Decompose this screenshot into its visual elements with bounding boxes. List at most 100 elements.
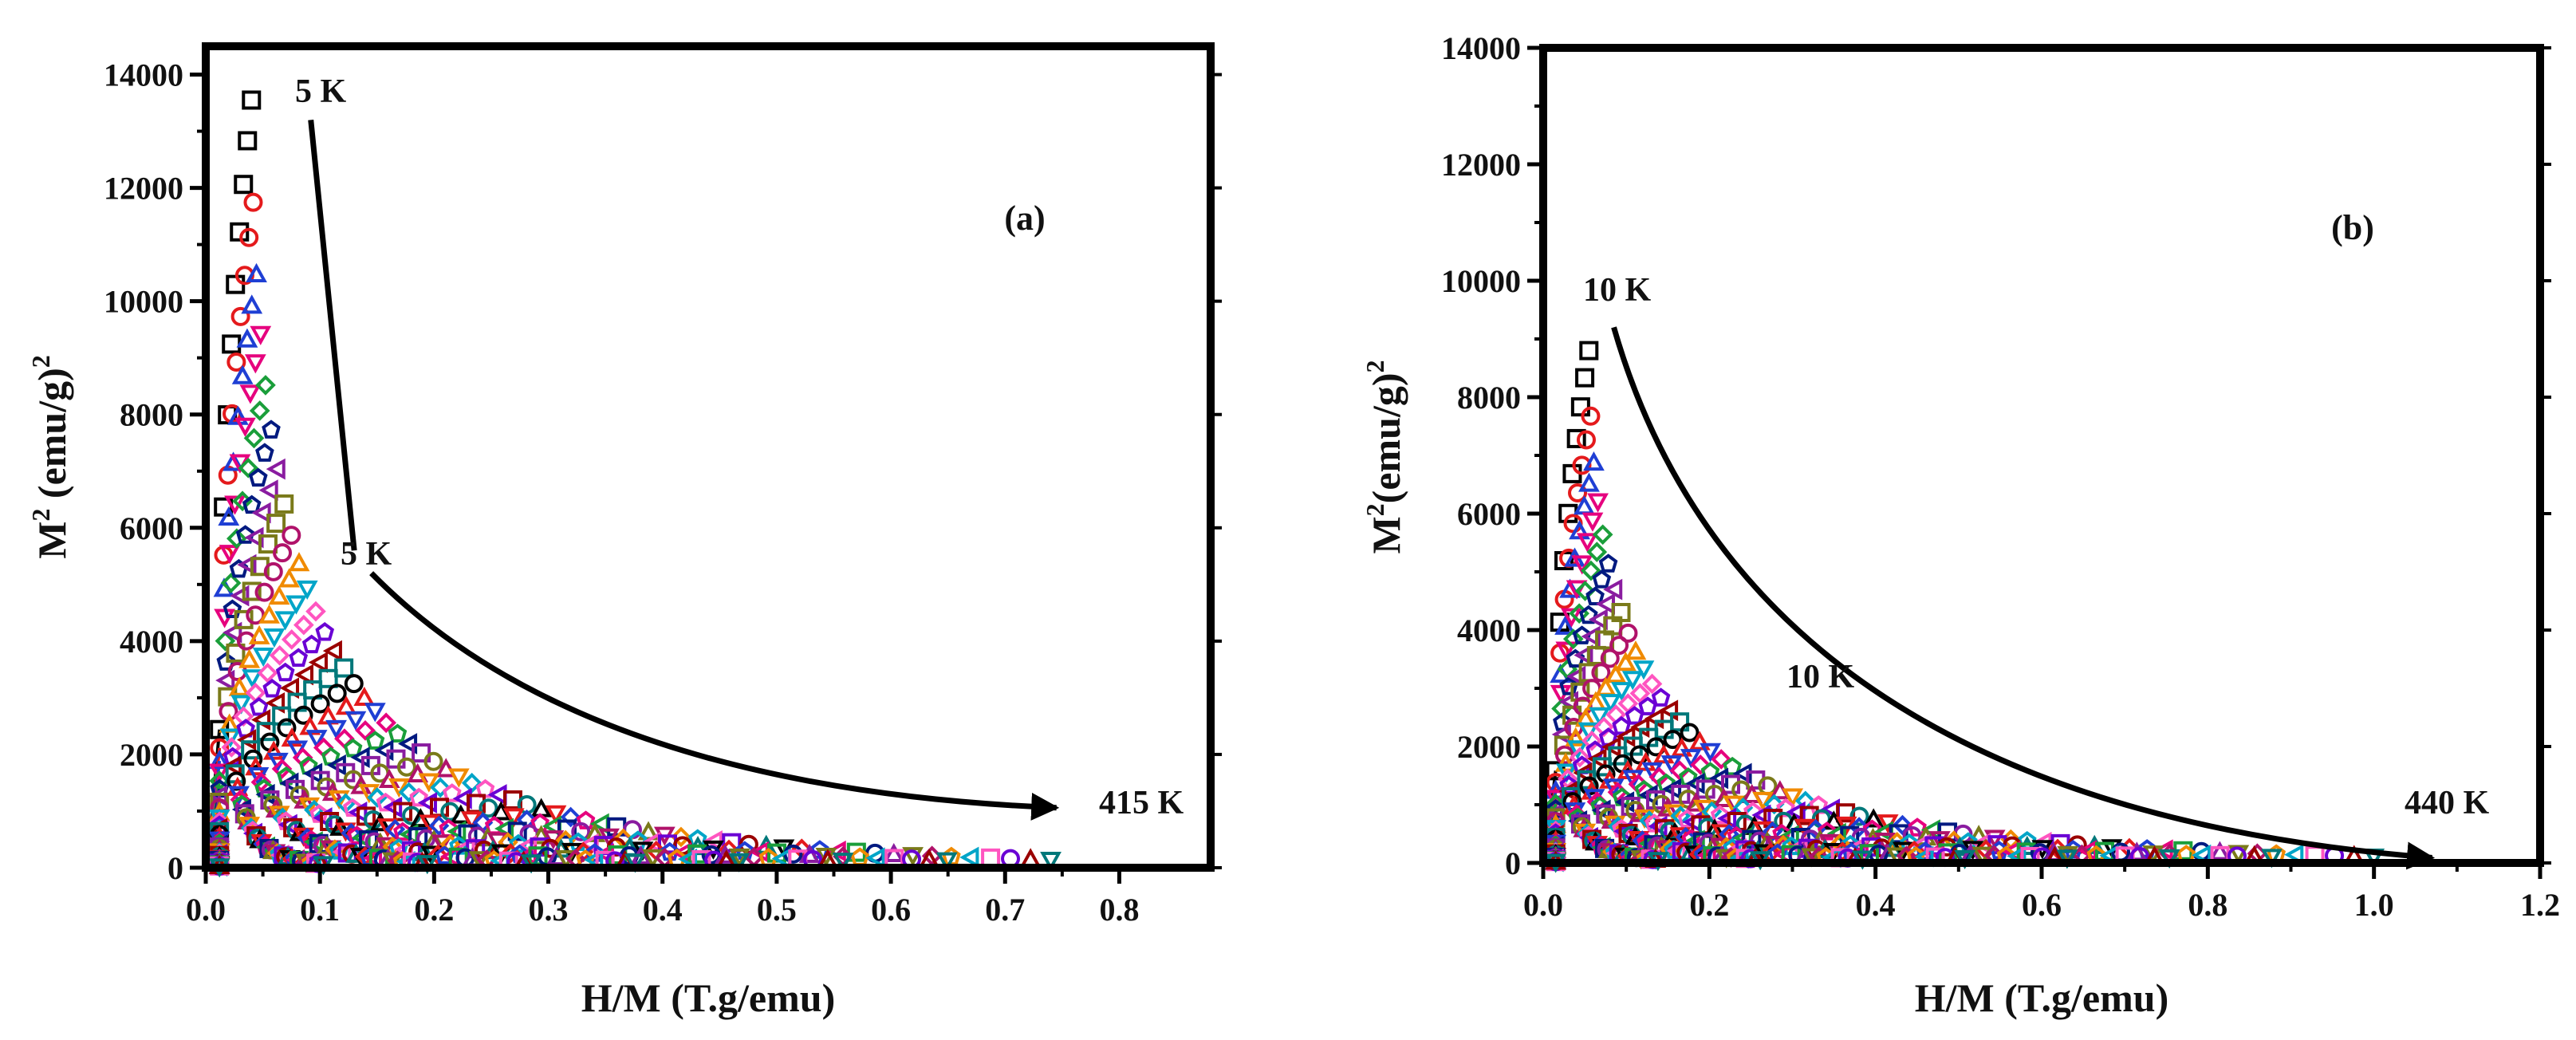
panel-a-start-label-top: 5 K — [295, 73, 347, 110]
panel-a-isotherm-16-point — [277, 718, 297, 738]
panel-b-markers — [1544, 341, 2385, 873]
panel-b-y-axis-sup: 2 — [1361, 503, 1389, 516]
panel-a-isotherm-34-point — [576, 810, 596, 829]
panel-a-isotherm-12-point — [269, 644, 290, 666]
panel-a-isotherm-57-point — [981, 848, 1001, 868]
panel-a-x-tick-label: 0.5 — [757, 892, 797, 928]
panel-a-isotherm-3-point — [246, 262, 267, 283]
panel-a-isotherm-20-point — [388, 723, 408, 743]
panel-b-y-axis-quantity: M — [1364, 516, 1408, 553]
panel-b-isotherm-31-point — [1862, 808, 1885, 828]
panel-a-y-tick-label: 12000 — [104, 171, 183, 207]
panel-b-x-tick-label: 0.4 — [1856, 887, 1896, 923]
panel-a-isotherm-11-point — [230, 695, 253, 715]
panel-a-isotherm-10-point — [238, 648, 261, 668]
panel-a-isotherm-38-point — [530, 825, 552, 845]
panel-a-isotherm-37-point — [571, 821, 591, 841]
panel-a-isotherm-4-point — [244, 354, 266, 374]
panel-a-isotherm-13-point — [301, 634, 321, 654]
panel-b-isotherm-7-point — [1603, 578, 1623, 601]
panel-a-isotherm-11-point — [286, 595, 307, 615]
panel-a-isotherm-9-point — [282, 526, 301, 546]
panel-b-isotherm-4-point — [1571, 555, 1593, 575]
panel-b-y-tick-label: 14000 — [1441, 30, 1521, 66]
panel-b-y-axis-sup2: 2 — [1361, 360, 1389, 372]
panel-b-isotherm-30-point — [1849, 806, 1869, 826]
panel-a-isotherm-32-point — [502, 808, 525, 828]
panel-b-isotherm-5-point — [1586, 542, 1608, 562]
panel-b-label: (b) — [2331, 208, 2374, 247]
panel-a-isotherm-13-point — [262, 679, 282, 698]
panel-b-isotherm-1-point — [1566, 428, 1586, 448]
panel-a-isotherm-13-point — [289, 648, 309, 667]
panel-a-y-axis-title: M2 (emu/g)2 — [26, 355, 74, 559]
panel-a-isotherm-31-point — [329, 816, 351, 836]
panel-b-isotherm-10-point — [1625, 640, 1647, 660]
panel-a-isotherm-1-point — [242, 90, 262, 110]
panel-a-isotherm-56-point — [959, 846, 979, 869]
panel-a: 0.0 0.1 0.2 0.3 0.4 0.5 0.6 0.7 0.8 0 2000 4000 600… — [26, 42, 1222, 1020]
panel-a-x-axis-title: H/M (T.g/emu) — [581, 975, 835, 1020]
panel-b-isotherm-34-point — [1862, 819, 1882, 839]
panel-a-isotherm-14-point — [308, 652, 328, 673]
panel-a-isotherm-33-point — [560, 806, 581, 828]
panel-a-isotherm-12-point — [281, 629, 302, 650]
panel-b-isotherm-11-point — [1621, 671, 1644, 691]
panel-a-x-tick-label: 0.1 — [300, 892, 340, 928]
panel-a-y-tick-label: 14000 — [104, 57, 183, 93]
panel-a-isotherm-14-point — [237, 729, 257, 750]
panel-b-x-tick-label: 0.8 — [2188, 887, 2227, 923]
panel-a-isotherm-12-point — [233, 706, 254, 727]
panel-a-isotherm-15-point — [318, 668, 338, 688]
panel-b-isotherm-7-point — [1574, 644, 1593, 666]
panel-a-isotherm-7-point — [215, 669, 235, 691]
panel-a-isotherm-1-point — [222, 334, 242, 354]
panel-b-isotherm-19-point — [1669, 760, 1691, 782]
panel-b-y-axis-title: M2(emu/g)2 — [1361, 360, 1408, 553]
panel-a-isotherm-3-point — [241, 294, 263, 314]
panel-a-isotherm-7-point — [223, 621, 242, 644]
panel-b-isotherm-60-point — [2056, 849, 2078, 869]
panel-a-isotherm-11-point — [219, 728, 242, 748]
panel-a-isotherm-60-point — [624, 853, 646, 873]
panel-b-isotherm-19-point — [1711, 749, 1731, 770]
panel-b-isotherm-2-point — [1568, 483, 1588, 503]
panel-b-isotherm-3-point — [1554, 615, 1576, 635]
panel-a-isotherm-18-point — [364, 703, 386, 723]
panel-b-isotherm-60-point — [2261, 849, 2283, 869]
panel-a-isotherm-5-point — [226, 528, 247, 550]
panel-b-isotherm-5-point — [1562, 628, 1584, 649]
panel-b-isotherm-4-point — [1581, 512, 1604, 532]
panel-b-isotherm-17-point — [1688, 731, 1711, 750]
panel-b-isotherm-2-point — [1572, 455, 1592, 475]
panel-a-y-tick-label: 2000 — [120, 737, 183, 773]
panel-a-isotherm-30-point — [479, 798, 498, 818]
panel-b-isotherm-19-point — [1690, 754, 1711, 775]
panel-a-isotherm-40-point — [671, 826, 691, 848]
panel-b-isotherm-13-point — [1559, 775, 1578, 794]
panel-a-y-axis-quantity: M — [30, 522, 74, 559]
panel-a-y-tick-label: 10000 — [104, 284, 183, 320]
panel-a-isotherm-60-point — [1040, 852, 1062, 872]
panel-a-isotherm-11-point — [263, 628, 286, 648]
panel-a-isotherm-1-point — [226, 274, 246, 294]
panel-a-markers — [207, 90, 1062, 878]
panel-a-isotherm-11-point — [274, 611, 297, 631]
panel-b-isotherm-12-point — [1581, 730, 1602, 751]
panel-a-y-tick-label: 6000 — [120, 510, 183, 546]
panel-a-isotherm-53-point — [902, 847, 924, 867]
panel-b-y-tick-label: 8000 — [1457, 380, 1521, 416]
panel-b-isotherm-56-point — [2284, 844, 2304, 866]
panel-a-isotherm-8-point — [234, 609, 254, 629]
panel-b-isotherm-6-point — [1592, 569, 1612, 589]
panel-b-isotherm-53-point — [2227, 845, 2250, 865]
panel-b-isotherm-6-point — [1579, 605, 1598, 624]
panel-b-isotherm-10-point — [1615, 652, 1637, 672]
panel-b-isotherm-8-point — [1611, 602, 1631, 622]
panel-a-isotherm-32-point — [376, 818, 399, 838]
panel-b-isotherm-21-point — [1685, 772, 1705, 794]
panel-a-isotherm-17-point — [262, 740, 285, 760]
panel-a-isotherm-15-point — [256, 722, 276, 742]
panel-a-isotherm-5-point — [255, 375, 276, 396]
